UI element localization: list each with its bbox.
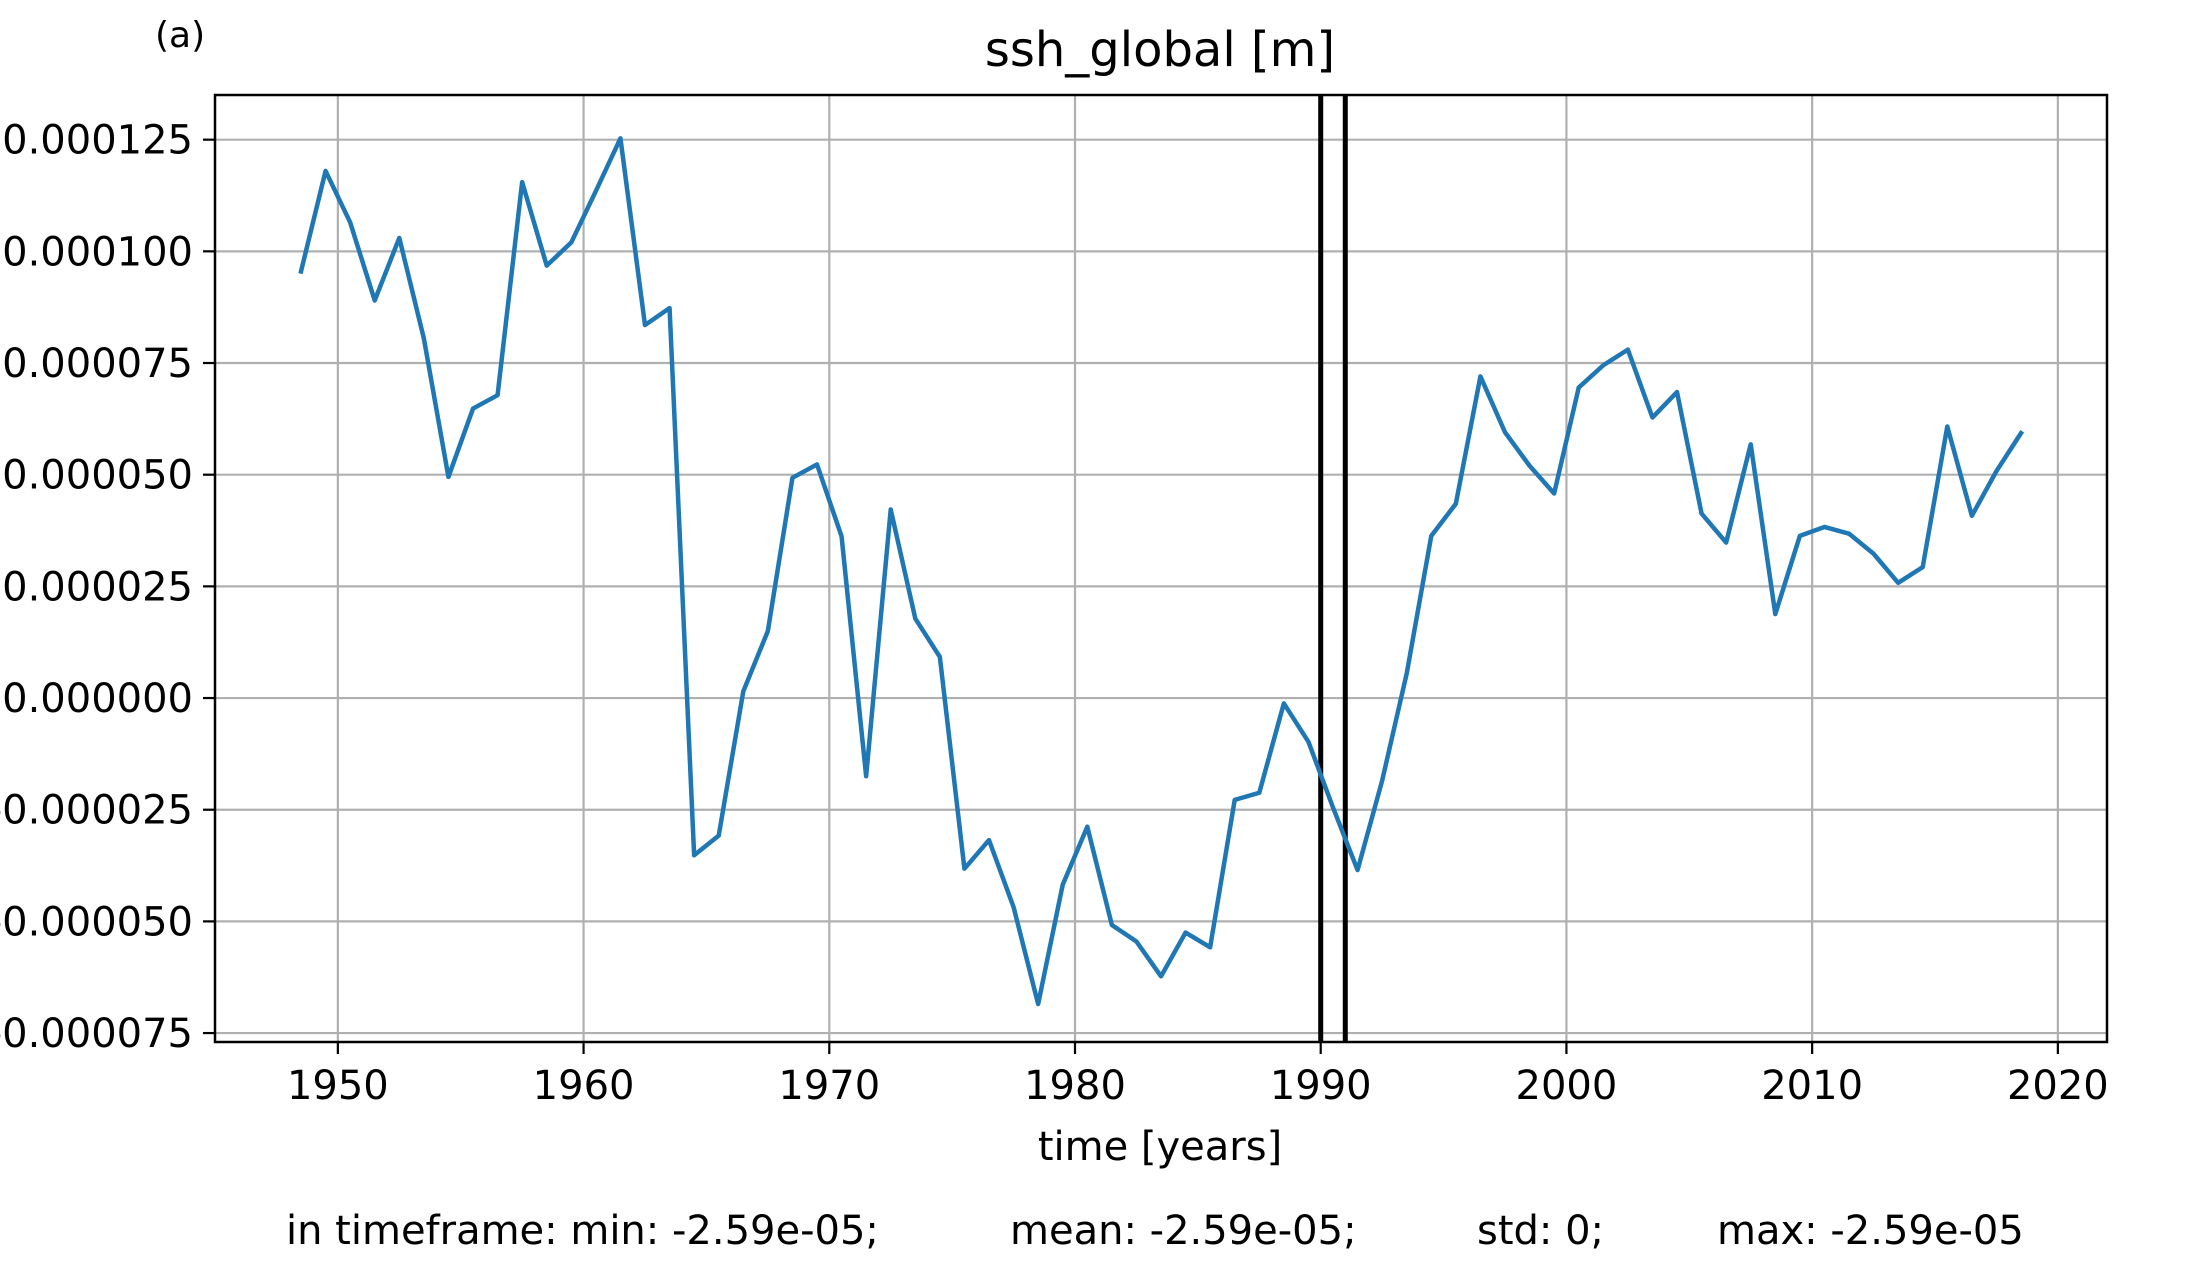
y-tick-label: -0.000050 [0, 899, 193, 945]
stats-std: std: 0; [1477, 1208, 1604, 1254]
x-tick-label: 1960 [533, 1063, 635, 1109]
panel-label: (a) [155, 15, 205, 56]
y-tick-label: 0.000100 [2, 229, 193, 275]
y-axis-ticks: 0.000125 0.000100 0.000075 0.000050 0.000025… [0, 118, 215, 1057]
chart-title: ssh_global [m] [985, 22, 1335, 78]
y-tick-label: 0.000075 [2, 341, 193, 387]
y-tick-label: -0.000075 [0, 1011, 193, 1057]
stats-max: max: -2.59e-05 [1717, 1208, 2024, 1254]
x-tick-label: 1980 [1024, 1063, 1126, 1109]
stats-min: in timeframe: min: -2.59e-05; [286, 1208, 879, 1254]
x-axis-label: time [years] [1038, 1124, 1282, 1170]
x-tick-label: 1950 [287, 1063, 389, 1109]
y-tick-label: 0.000125 [2, 118, 193, 164]
series-layer [298, 136, 2025, 1007]
series-line [298, 136, 2025, 1007]
stats-mean: mean: -2.59e-05; [1010, 1208, 1357, 1254]
grid-lines [215, 95, 2107, 1042]
x-tick-label: 1970 [778, 1063, 880, 1109]
x-axis-ticks: 1950 1960 1970 1980 1990 2000 2010 2020 [287, 1042, 2109, 1109]
plot-frame [213, 93, 2109, 1044]
y-tick-label: 0.000000 [2, 676, 193, 722]
x-tick-label: 1990 [1270, 1063, 1372, 1109]
y-tick-label: -0.000025 [0, 788, 193, 834]
vertical-markers [1318, 95, 1348, 1042]
x-tick-label: 2010 [1761, 1063, 1863, 1109]
y-tick-label: 0.000050 [2, 453, 193, 499]
x-tick-label: 2020 [2007, 1063, 2109, 1109]
x-tick-label: 2000 [1516, 1063, 1618, 1109]
y-tick-label: 0.000025 [2, 564, 193, 610]
